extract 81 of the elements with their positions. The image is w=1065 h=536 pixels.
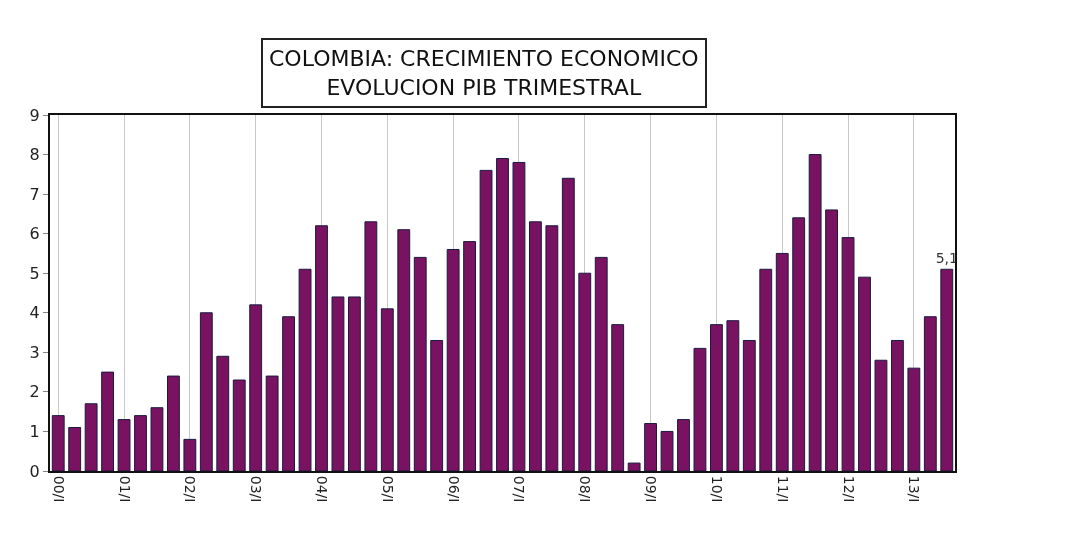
bar — [51, 415, 65, 471]
bar — [68, 426, 82, 471]
bar — [315, 225, 328, 471]
bar — [841, 237, 855, 471]
bar — [216, 355, 230, 471]
bar — [611, 324, 625, 471]
bar — [923, 316, 937, 471]
bar — [150, 407, 164, 471]
y-tick-label: 6 — [29, 224, 40, 244]
bar — [627, 462, 641, 471]
x-tick-label: 03/I — [248, 475, 265, 503]
bar — [298, 268, 312, 471]
x-tick-label: 01/I — [116, 475, 133, 503]
y-tick-label: 8 — [29, 145, 40, 165]
y-tick-label: 3 — [29, 342, 40, 362]
bar — [380, 308, 394, 471]
bar — [183, 438, 197, 471]
bar — [561, 177, 575, 471]
bar — [660, 430, 674, 471]
x-tick-label: 12/I — [840, 475, 857, 503]
x-tick-label: 00/I — [50, 475, 67, 503]
bar — [890, 339, 904, 471]
bar — [528, 221, 542, 471]
bar — [545, 225, 559, 471]
bar — [594, 256, 608, 471]
bar — [709, 324, 723, 471]
bar — [364, 221, 378, 471]
bar — [759, 268, 773, 471]
x-tick-label: 09/I — [643, 475, 660, 503]
bar — [331, 296, 345, 471]
bar — [397, 229, 411, 471]
bar — [496, 158, 509, 471]
y-tick-label: 9 — [29, 105, 40, 125]
bar — [101, 371, 115, 471]
bar — [134, 415, 147, 471]
bar — [479, 169, 493, 471]
bar — [726, 320, 740, 471]
bar — [792, 217, 806, 471]
y-tick-label: 1 — [29, 422, 40, 442]
bar — [463, 241, 477, 471]
bar — [430, 339, 444, 471]
bar — [644, 423, 658, 471]
x-tick-label: 04/I — [313, 475, 330, 503]
bar — [578, 272, 592, 471]
bar — [512, 161, 526, 471]
x-tick-label: 11/I — [774, 475, 791, 503]
x-tick-label: 02/I — [182, 475, 199, 503]
bar — [265, 375, 279, 471]
bar — [742, 339, 756, 471]
x-tick-label: 08/I — [577, 475, 594, 503]
bar — [693, 347, 707, 471]
x-tick-label: 06/I — [445, 475, 462, 503]
bar — [232, 379, 246, 471]
x-tick-label: 05/I — [379, 475, 396, 503]
bar — [84, 403, 98, 471]
chart-title: COLOMBIA: CRECIMIENTO ECONOMICO EVOLUCION PIB TRIMESTRAL — [269, 46, 699, 100]
x-tick-label: 10/I — [708, 475, 725, 503]
bar — [347, 296, 361, 471]
bar — [874, 359, 888, 471]
bar — [825, 209, 839, 471]
y-tick-label: 7 — [29, 184, 40, 204]
bar — [166, 375, 180, 471]
bar — [117, 419, 131, 471]
bar — [808, 154, 822, 471]
y-tick-label: 5 — [29, 263, 40, 283]
x-tick-label: 07/I — [511, 475, 528, 503]
bar — [940, 268, 954, 471]
bar — [413, 256, 427, 471]
y-tick-label: 0 — [29, 461, 40, 481]
bar — [446, 248, 460, 471]
x-tick-label: 13/I — [906, 475, 923, 503]
bar — [775, 252, 789, 471]
bar — [858, 276, 871, 471]
bar — [907, 367, 921, 471]
bar — [249, 304, 263, 471]
data-label: 5,1 — [935, 250, 958, 267]
bar — [677, 419, 690, 471]
bar — [282, 316, 296, 471]
y-tick-label: 4 — [29, 303, 40, 323]
y-tick-label: 2 — [29, 382, 40, 402]
bar — [199, 312, 213, 471]
